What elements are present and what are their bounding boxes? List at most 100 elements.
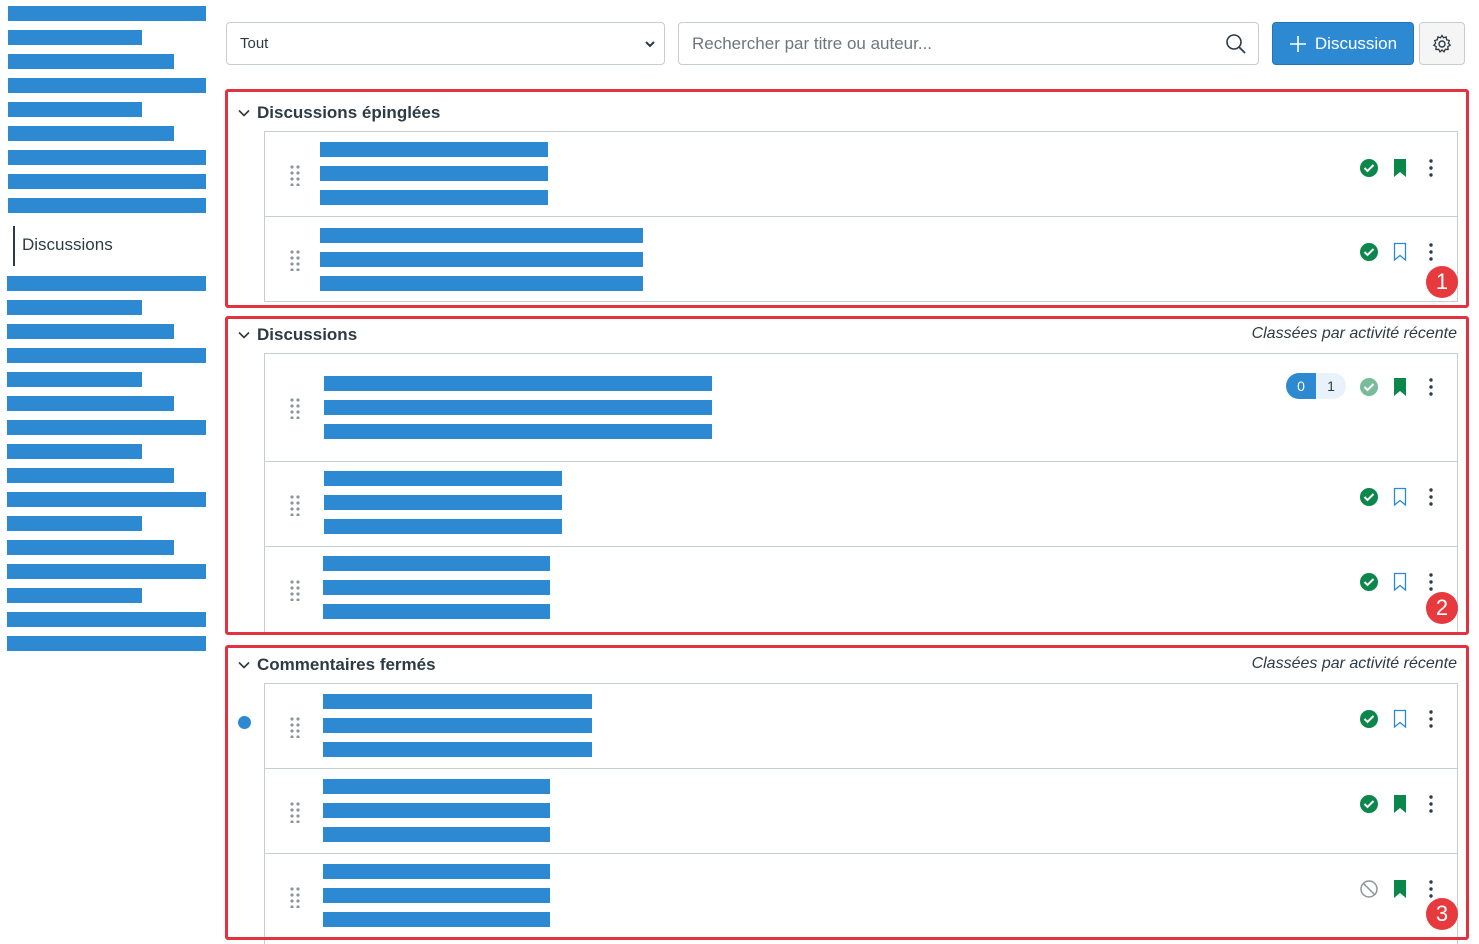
check-circle-icon[interactable] — [1359, 709, 1379, 729]
check-circle-icon[interactable] — [1359, 377, 1379, 397]
drag-handle-icon[interactable] — [289, 886, 301, 908]
nav-item[interactable] — [8, 198, 206, 213]
drag-handle-icon[interactable] — [289, 397, 301, 419]
nav-item[interactable] — [7, 276, 206, 291]
no-entry-icon[interactable] — [1359, 879, 1379, 899]
check-circle-icon[interactable] — [1359, 242, 1379, 262]
discussion-meta-redacted — [324, 495, 562, 510]
nav-item[interactable] — [7, 492, 206, 507]
list-item[interactable] — [265, 854, 1457, 944]
drag-handle-icon[interactable] — [289, 801, 301, 823]
discussion-meta-redacted — [320, 252, 643, 267]
list-item[interactable] — [265, 769, 1457, 854]
nav-item[interactable] — [8, 174, 206, 189]
kebab-menu-icon[interactable] — [1421, 377, 1441, 397]
nav-item[interactable] — [8, 6, 206, 21]
drag-handle-icon[interactable] — [289, 579, 301, 601]
nav-item[interactable] — [7, 564, 206, 579]
nav-item[interactable] — [8, 102, 142, 117]
gear-icon — [1432, 33, 1452, 53]
bookmark-icon[interactable] — [1390, 158, 1410, 178]
kebab-menu-icon[interactable] — [1421, 242, 1441, 262]
nav-item[interactable] — [7, 468, 174, 483]
nav-item[interactable] — [7, 636, 206, 651]
pinned-list — [264, 131, 1458, 302]
filter-select[interactable]: Tout — [226, 22, 665, 65]
unread-count-pill[interactable]: 0 1 — [1286, 373, 1346, 399]
nav-item[interactable] — [7, 396, 174, 411]
nav-item[interactable] — [7, 420, 206, 435]
kebab-menu-icon[interactable] — [1421, 487, 1441, 507]
kebab-menu-icon[interactable] — [1421, 879, 1441, 899]
discussion-title-redacted[interactable] — [320, 228, 643, 243]
check-circle-icon[interactable] — [1359, 794, 1379, 814]
search-input[interactable]: Rechercher par titre ou auteur... — [678, 22, 1259, 65]
annotation-badge-1: 1 — [1426, 266, 1458, 298]
nav-item[interactable] — [7, 588, 142, 603]
nav-item[interactable] — [7, 348, 206, 363]
nav-item[interactable] — [7, 540, 174, 555]
bookmark-icon[interactable] — [1390, 487, 1410, 507]
list-item[interactable] — [265, 217, 1457, 302]
group-header-closed[interactable]: Commentaires fermés — [237, 653, 436, 677]
nav-item[interactable] — [7, 516, 142, 531]
bookmark-icon[interactable] — [1390, 794, 1410, 814]
annotation-badge-2: 2 — [1426, 592, 1458, 624]
discussions-list: 0 1 — [264, 353, 1458, 633]
nav-item[interactable] — [8, 126, 174, 141]
discussion-title-redacted[interactable] — [324, 376, 712, 391]
nav-item[interactable] — [8, 78, 206, 93]
drag-handle-icon[interactable] — [289, 249, 301, 271]
drag-handle-icon[interactable] — [289, 164, 301, 186]
add-discussion-button[interactable]: Discussion — [1272, 22, 1414, 65]
nav-item[interactable] — [8, 150, 206, 165]
discussion-title-redacted[interactable] — [323, 779, 550, 794]
group-title: Discussions — [257, 325, 358, 344]
list-item[interactable] — [265, 132, 1457, 217]
list-item[interactable] — [265, 547, 1457, 634]
discussion-title-redacted[interactable] — [323, 864, 550, 879]
list-item[interactable] — [265, 684, 1457, 769]
settings-button[interactable] — [1419, 22, 1465, 65]
nav-item[interactable] — [7, 324, 174, 339]
kebab-menu-icon[interactable] — [1421, 709, 1441, 729]
group-header-discussions[interactable]: Discussions — [237, 323, 357, 347]
chevron-down-icon — [645, 41, 655, 48]
bookmark-icon[interactable] — [1390, 242, 1410, 262]
unread-dot — [238, 716, 251, 729]
nav-item[interactable] — [7, 300, 142, 315]
discussion-title-redacted[interactable] — [323, 556, 550, 571]
check-circle-icon[interactable] — [1359, 158, 1379, 178]
bookmark-icon[interactable] — [1390, 377, 1410, 397]
list-item[interactable]: 0 1 — [265, 354, 1457, 462]
kebab-menu-icon[interactable] — [1421, 158, 1441, 178]
drag-handle-icon[interactable] — [289, 494, 301, 516]
nav-item[interactable] — [8, 54, 174, 69]
drag-handle-icon[interactable] — [289, 716, 301, 738]
nav-item[interactable] — [8, 30, 142, 45]
list-item[interactable] — [265, 462, 1457, 547]
discussion-meta-redacted — [323, 888, 550, 903]
discussion-title-redacted[interactable] — [324, 471, 562, 486]
discussion-title-redacted[interactable] — [323, 694, 592, 709]
discussion-meta-redacted — [324, 424, 712, 439]
nav-item-discussions[interactable]: Discussions — [13, 226, 113, 266]
check-circle-icon[interactable] — [1359, 487, 1379, 507]
bookmark-icon[interactable] — [1390, 709, 1410, 729]
annotation-badge-3: 3 — [1426, 898, 1458, 930]
discussion-meta-redacted — [324, 400, 712, 415]
nav-item[interactable] — [7, 372, 142, 387]
nav-item[interactable] — [7, 444, 142, 459]
nav-item[interactable] — [7, 612, 206, 627]
check-circle-icon[interactable] — [1359, 572, 1379, 592]
kebab-menu-icon[interactable] — [1421, 794, 1441, 814]
search-icon[interactable] — [1225, 33, 1247, 55]
group-header-pinned[interactable]: Discussions épinglées — [237, 101, 440, 125]
closed-list — [264, 683, 1458, 944]
filter-select-value: Tout — [240, 35, 269, 52]
discussion-meta-redacted — [320, 166, 548, 181]
discussion-title-redacted[interactable] — [320, 142, 548, 157]
kebab-menu-icon[interactable] — [1421, 572, 1441, 592]
bookmark-icon[interactable] — [1390, 879, 1410, 899]
bookmark-icon[interactable] — [1390, 572, 1410, 592]
